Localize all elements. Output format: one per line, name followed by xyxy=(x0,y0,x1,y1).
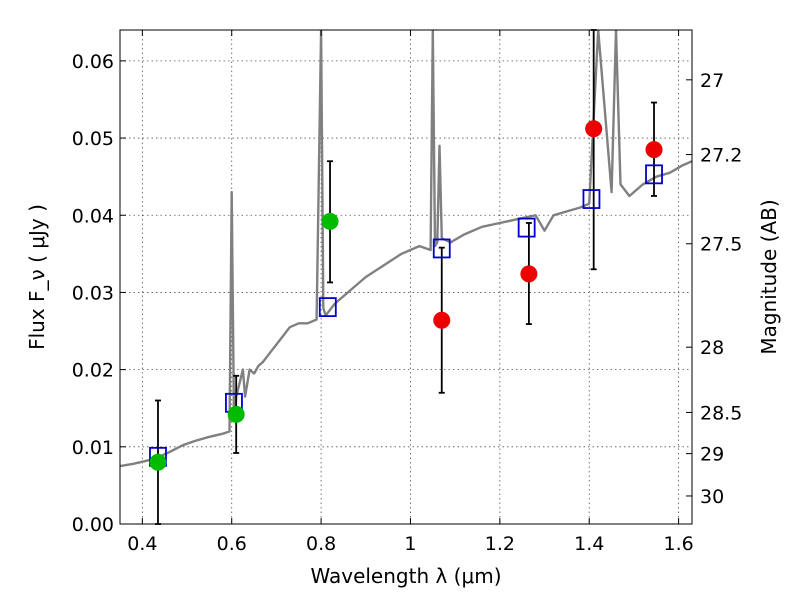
y-right-tick-label: 30 xyxy=(700,486,724,508)
model-photometry-square xyxy=(582,189,601,209)
plot-background xyxy=(120,30,692,524)
y-tick-label: 0.05 xyxy=(72,128,114,150)
y-right-tick-label: 27.2 xyxy=(700,145,742,167)
x-tick-label: 0.4 xyxy=(127,533,157,555)
x-tick-label: 1 xyxy=(404,533,416,555)
green-data-point xyxy=(321,212,339,230)
y-axis-title: Flux F_ν ( μJy ) xyxy=(25,204,49,350)
model-photometry-square xyxy=(517,217,536,238)
red-data-point xyxy=(585,120,603,138)
y-right-tick-label: 27.5 xyxy=(700,234,742,256)
y-axis-right-title: Magnitude (AB) xyxy=(757,199,781,354)
y-right-tick-label: 28 xyxy=(700,337,724,359)
plot-frame xyxy=(119,29,693,525)
x-tick-label: 1.4 xyxy=(574,533,604,555)
y-right-tick-label: 27 xyxy=(700,70,724,92)
model-photometry-square xyxy=(318,297,337,318)
y-tick-label: 0.04 xyxy=(72,205,114,227)
x-tick-label: 0.6 xyxy=(217,533,247,555)
y-tick-label: 0.06 xyxy=(72,51,114,73)
green-data-point xyxy=(149,453,167,471)
model-photometry-square xyxy=(432,238,451,259)
y-tick-label: 0.00 xyxy=(72,514,114,536)
y-tick-label: 0.03 xyxy=(72,282,114,304)
green-data-point xyxy=(227,405,245,423)
marker-layer xyxy=(149,120,663,471)
y-tick-label: 0.02 xyxy=(72,360,114,382)
template-spectrum-layer xyxy=(120,30,692,468)
red-data-point xyxy=(433,311,451,329)
y-tick-label: 0.01 xyxy=(72,437,114,459)
x-tick-label: 1.2 xyxy=(485,533,515,555)
y-right-tick-label: 29 xyxy=(700,444,724,466)
x-axis-title: Wavelength λ (μm) xyxy=(310,564,501,588)
red-data-point xyxy=(520,265,538,283)
red-data-point xyxy=(645,141,663,159)
template-spectrum-line xyxy=(120,30,692,468)
x-tick-label: 1.6 xyxy=(663,533,693,555)
model-photometry-square xyxy=(645,164,663,185)
ticks: 0.4 0.6 0.8 1 1.2 1.4 1.6 0.00 0.01 0.02 0.03 0.04 0… xyxy=(72,30,742,555)
y-right-tick-label: 28.5 xyxy=(700,402,742,424)
x-tick-label: 0.8 xyxy=(306,533,336,555)
